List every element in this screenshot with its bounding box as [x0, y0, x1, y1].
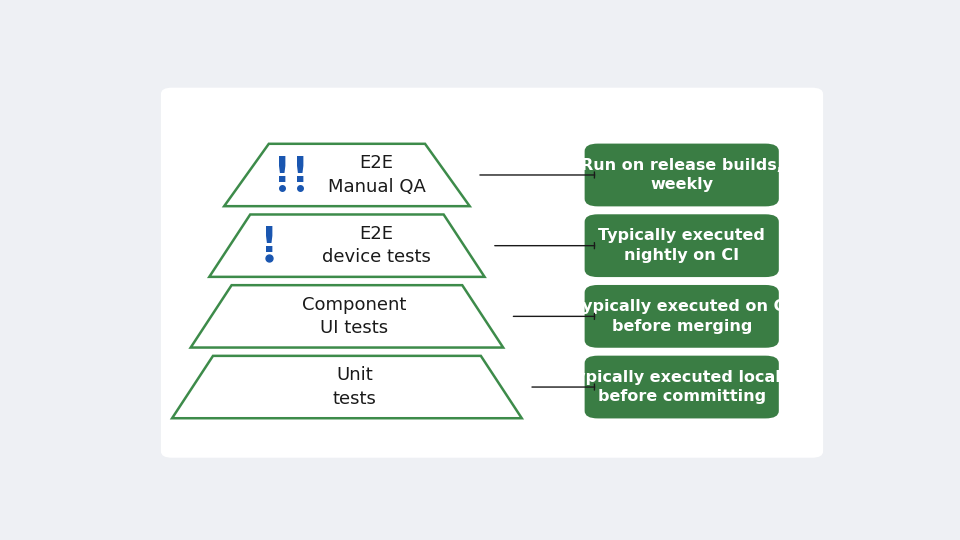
Polygon shape	[172, 356, 522, 418]
Text: Run on release builds,
weekly: Run on release builds, weekly	[581, 158, 782, 192]
Text: Typically executed locally
before committing: Typically executed locally before commit…	[566, 370, 797, 404]
FancyBboxPatch shape	[585, 214, 779, 277]
FancyBboxPatch shape	[161, 87, 823, 458]
Polygon shape	[224, 144, 469, 206]
Text: Unit
tests: Unit tests	[332, 366, 376, 408]
Polygon shape	[209, 214, 485, 277]
Text: E2E
Manual QA: E2E Manual QA	[327, 154, 425, 196]
Text: !: !	[292, 154, 308, 188]
FancyBboxPatch shape	[585, 356, 779, 418]
Text: E2E
device tests: E2E device tests	[323, 225, 431, 266]
Text: Component
UI tests: Component UI tests	[302, 295, 406, 337]
Polygon shape	[191, 285, 503, 348]
FancyBboxPatch shape	[585, 144, 779, 206]
Text: Typically executed
nightly on CI: Typically executed nightly on CI	[598, 228, 765, 263]
Text: !: !	[274, 154, 291, 188]
Text: Typically executed on CI
before merging: Typically executed on CI before merging	[572, 299, 791, 334]
Text: !: !	[260, 225, 277, 259]
FancyBboxPatch shape	[585, 285, 779, 348]
